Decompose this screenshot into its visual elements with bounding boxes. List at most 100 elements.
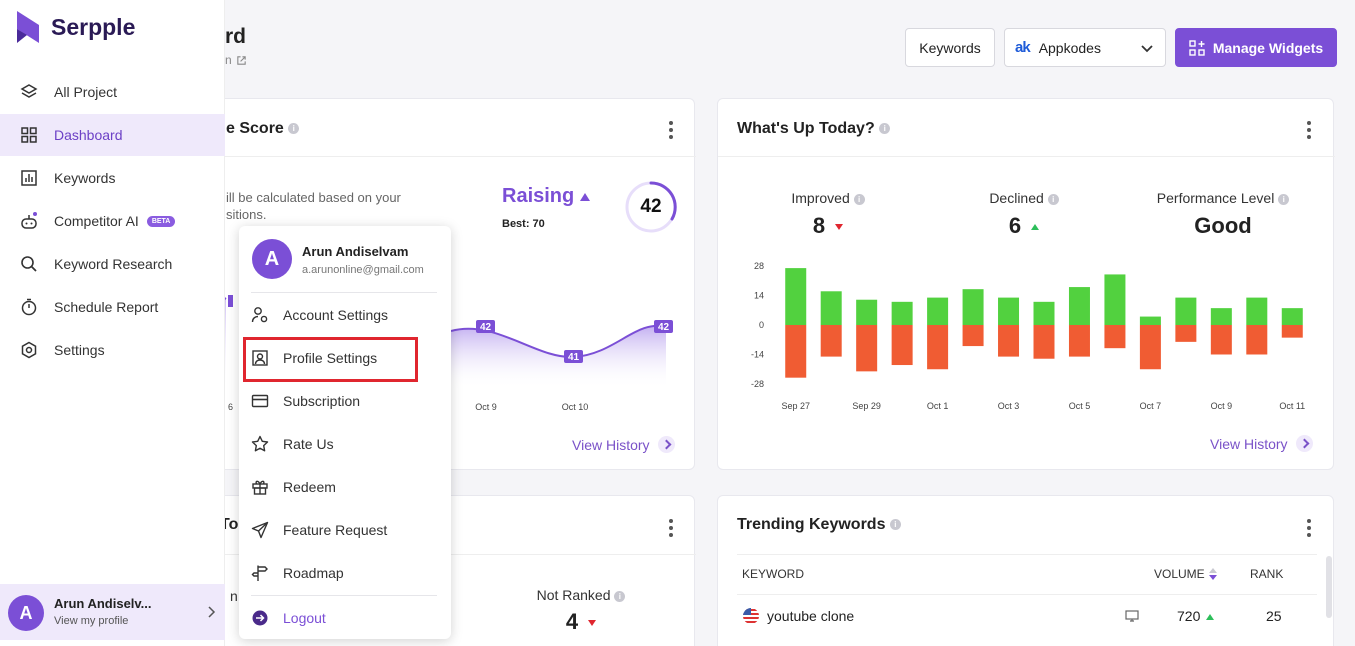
improved-bar-sep-30[interactable] <box>891 301 913 325</box>
page-subtitle-text: n <box>225 53 232 67</box>
sidebar-item-competitor-ai[interactable]: Competitor AI BETA <box>0 200 225 242</box>
sidebar-item-schedule-report[interactable]: Schedule Report <box>0 286 225 328</box>
improved-bar-oct-1[interactable] <box>927 297 949 325</box>
top-keywords-menu-icon[interactable] <box>669 519 673 540</box>
volume-cell-text: 720 <box>1177 608 1201 624</box>
info-icon[interactable]: i <box>879 123 891 135</box>
menu-item-account-settings[interactable]: Account Settings <box>251 296 441 334</box>
score-x-label: Oct 10 <box>562 402 589 412</box>
whats-up-view-history-link[interactable]: View History <box>1210 435 1313 452</box>
declined-bar-oct-4[interactable] <box>1033 325 1055 359</box>
triangle-down-icon <box>588 620 597 627</box>
view-history-text: View History <box>1210 435 1288 452</box>
info-icon[interactable]: i <box>614 590 626 602</box>
improved-bar-oct-5[interactable] <box>1068 287 1090 325</box>
page-subtitle[interactable]: n <box>225 53 247 67</box>
trending-menu-icon[interactable] <box>1307 519 1311 540</box>
score-ring <box>625 181 677 233</box>
sidebar-item-settings[interactable]: Settings <box>0 329 225 371</box>
brand-logo[interactable]: Serpple <box>17 11 135 43</box>
brand-name: Serpple <box>51 13 136 40</box>
improved-bar-sep-29[interactable] <box>856 299 878 325</box>
sidebar-profile[interactable]: A Arun Andiselv... View my profile <box>0 584 225 640</box>
column-header-volume-text: VOLUME <box>1154 567 1205 581</box>
declined-bar-oct-5[interactable] <box>1068 325 1090 357</box>
score-status: Raising <box>502 185 591 208</box>
whats-up-menu-icon[interactable] <box>1307 121 1311 142</box>
info-icon[interactable]: i <box>889 519 901 531</box>
declined-bar-sep-30[interactable] <box>891 325 913 366</box>
declined-bar-oct-6[interactable] <box>1104 325 1126 349</box>
declined-bar-sep-27[interactable] <box>785 325 807 378</box>
manage-widgets-button[interactable]: Manage Widgets <box>1175 28 1337 67</box>
score-desc-line2: sitions. <box>226 207 267 222</box>
column-header-volume[interactable]: VOLUME <box>1154 567 1217 581</box>
menu-avatar: A <box>252 239 292 279</box>
declined-bar-oct-11[interactable] <box>1281 325 1303 338</box>
score-point-marker <box>228 295 233 307</box>
triangle-up-icon <box>1031 224 1040 231</box>
declined-bar-oct-2[interactable] <box>962 325 984 347</box>
improved-bar-oct-11[interactable] <box>1281 308 1303 325</box>
info-icon[interactable]: i <box>1278 193 1290 205</box>
score-x-label: 6 <box>228 402 233 412</box>
sidebar-item-label: Keyword Research <box>54 256 173 272</box>
external-link-icon <box>236 55 246 65</box>
x-tick-label: Oct 5 <box>1069 401 1091 411</box>
project-select[interactable]: ak Appkodes <box>1004 28 1166 67</box>
keywords-button[interactable]: Keywords <box>905 28 995 67</box>
declined-bar-oct-7[interactable] <box>1139 325 1161 370</box>
declined-bar-oct-9[interactable] <box>1210 325 1232 355</box>
menu-item-subscription[interactable]: Subscription <box>251 382 441 420</box>
improved-bar-oct-6[interactable] <box>1104 274 1126 325</box>
sidebar-item-all-project[interactable]: All Project <box>0 71 225 113</box>
improved-bar-sep-27[interactable] <box>785 268 807 325</box>
declined-bar-oct-3[interactable] <box>998 325 1020 357</box>
sidebar-item-keywords[interactable]: Keywords <box>0 157 225 199</box>
menu-item-redeem[interactable]: Redeem <box>251 468 441 506</box>
improved-bar-oct-3[interactable] <box>998 297 1020 325</box>
performance-value: Good <box>1194 213 1252 238</box>
improved-bar-oct-2[interactable] <box>962 289 984 325</box>
improved-bar-oct-9[interactable] <box>1210 308 1232 325</box>
declined-bar-oct-10[interactable] <box>1246 325 1268 355</box>
gift-icon <box>252 480 268 495</box>
menu-item-feature-request[interactable]: Feature Request <box>251 511 441 549</box>
not-ranked-value-text: 4 <box>565 609 579 634</box>
menu-item-roadmap[interactable]: Roadmap <box>251 554 441 592</box>
improved-bar-oct-7[interactable] <box>1139 316 1161 325</box>
improved-bar-oct-4[interactable] <box>1033 301 1055 325</box>
improved-bar-sep-28[interactable] <box>820 291 842 325</box>
triangle-up-icon <box>580 192 591 201</box>
score-card-menu-icon[interactable] <box>669 121 673 142</box>
score-view-history-link[interactable]: View History <box>572 436 675 453</box>
whats-up-title: What's Up Today? i <box>737 120 891 138</box>
menu-item-logout[interactable]: Logout <box>251 599 441 637</box>
declined-bar-sep-28[interactable] <box>820 325 842 357</box>
menu-item-label: Redeem <box>283 479 336 495</box>
scrollbar[interactable] <box>1326 556 1332 618</box>
dashboard-icon <box>21 127 37 143</box>
improved-bar-oct-10[interactable] <box>1246 297 1268 325</box>
improved-bar-oct-8[interactable] <box>1175 297 1197 325</box>
menu-item-profile-settings[interactable]: Profile Settings <box>251 339 441 377</box>
info-icon[interactable]: i <box>1047 193 1059 205</box>
declined-bar-oct-8[interactable] <box>1175 325 1197 342</box>
profile-settings-highlight <box>243 337 418 382</box>
table-row[interactable]: youtube clone 720 25 <box>737 596 1317 634</box>
whats-up-bar-chart: 28 14 0 -14 -28 Sep 27 Sep 29 Oct 1 Oct 3 Oct 5 Oc… <box>751 261 1305 411</box>
x-tick-label: Sep 27 <box>781 401 810 411</box>
info-icon[interactable]: i <box>288 123 300 135</box>
score-point-box <box>654 320 673 333</box>
declined-bar-sep-29[interactable] <box>856 325 878 372</box>
us-flag-icon <box>743 608 759 624</box>
score-point-label: 42 <box>658 322 670 333</box>
info-icon[interactable]: i <box>853 193 865 205</box>
bar-chart-icon <box>21 170 37 186</box>
sidebar-item-label: Keywords <box>54 170 116 186</box>
declined-bar-oct-1[interactable] <box>927 325 949 370</box>
sidebar-item-dashboard[interactable]: Dashboard <box>0 114 225 156</box>
menu-item-rate-us[interactable]: Rate Us <box>251 425 441 463</box>
sidebar-item-keyword-research[interactable]: Keyword Research <box>0 243 225 285</box>
score-x-label: Oct 9 <box>475 402 497 412</box>
